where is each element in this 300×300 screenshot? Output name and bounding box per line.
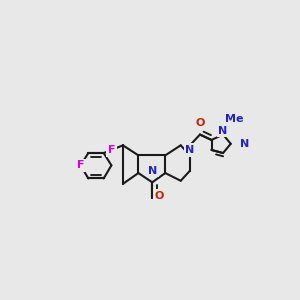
Text: N: N bbox=[148, 166, 157, 176]
Text: N: N bbox=[240, 139, 249, 149]
Text: N: N bbox=[185, 145, 195, 155]
Text: O: O bbox=[195, 118, 205, 128]
Text: Me: Me bbox=[225, 114, 244, 124]
Text: O: O bbox=[154, 191, 164, 201]
Text: N: N bbox=[218, 126, 228, 136]
Text: F: F bbox=[77, 160, 84, 170]
Text: F: F bbox=[108, 145, 115, 155]
